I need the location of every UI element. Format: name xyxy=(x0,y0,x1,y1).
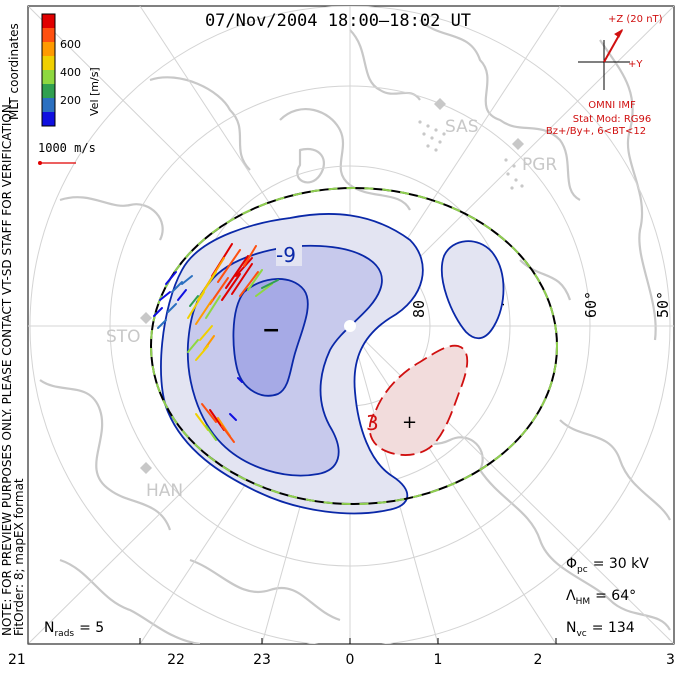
colorbar-swatch xyxy=(42,84,55,98)
coordinate-system-label: MLT coordinates xyxy=(7,23,21,120)
coastlines xyxy=(39,19,671,644)
colorbar-tick-200: 200 xyxy=(60,94,81,107)
positive-potential-cell: 3 + xyxy=(366,344,469,456)
stat-phi-pc: Φpc = 30 kV xyxy=(566,556,649,575)
mlt-tick-23: 23 xyxy=(253,652,271,668)
colorbar-swatch xyxy=(42,70,55,84)
stat-lambda-hm: ΛHM = 64° xyxy=(566,588,636,607)
colorbar-swatch xyxy=(42,98,55,112)
station-label-sto: STO xyxy=(106,327,141,347)
mlt-tick-21: 21 xyxy=(8,652,26,668)
imf-clock: +Z (20 nT) +Y OMNI IMF Stat Mod: RG96 Bz… xyxy=(546,14,663,137)
pos-contour xyxy=(368,344,469,456)
vector-scale-label: 1000 m/s xyxy=(38,141,96,155)
contour-label-negative: -9 xyxy=(276,243,296,267)
colorbar-swatch xyxy=(42,112,55,126)
velocity-colorbar: 600 400 200 Vel [m/s] xyxy=(41,13,101,127)
preview-warning: NOTE: FOR PREVIEW PURPOSES ONLY. PLEASE … xyxy=(0,100,14,636)
stat-n-vc: Nvc = 134 xyxy=(566,620,635,639)
mlt-tick-1: 1 xyxy=(434,652,443,668)
colorbar-swatch xyxy=(42,14,55,28)
colorbar-tick-600: 600 xyxy=(60,38,81,51)
station-label-han: HAN xyxy=(146,481,183,501)
heppner-maynard-boundary xyxy=(150,187,558,505)
imf-z-label: +Z (20 nT) xyxy=(608,14,663,25)
vector-scale: 1000 m/s xyxy=(38,141,96,165)
colorbar-swatch xyxy=(42,56,55,70)
station-label-pgr: PGR xyxy=(522,155,557,175)
colorbar-swatch xyxy=(42,28,55,42)
lat-label-50: 50° xyxy=(654,291,672,318)
imf-y-label: +Y xyxy=(628,59,643,70)
neg-contour-dawn-blob xyxy=(440,240,505,340)
magnetic-pole-marker xyxy=(344,320,356,332)
station-han: HAN xyxy=(140,462,183,501)
stat-n-rads: Nrads = 5 xyxy=(44,620,104,639)
lat-label-60: 60° xyxy=(582,291,600,318)
station-sto: STO xyxy=(106,312,152,347)
potential-maximum-marker: + xyxy=(402,412,417,433)
colorbar-label: Vel [m/s] xyxy=(88,67,101,116)
mlt-axis: 21 22 23 0 1 2 3 xyxy=(8,638,675,668)
fit-statistics: Φpc = 30 kV ΛHM = 64° Nvc = 134 Nrads = 5 xyxy=(44,556,649,639)
colorbar-tick-400: 400 xyxy=(60,66,81,79)
station-label-sas: SAS xyxy=(445,117,479,137)
velocity-vectors xyxy=(153,243,279,443)
imf-model: Stat Mod: RG96 xyxy=(573,114,652,125)
potential-minimum-marker: − xyxy=(262,318,280,343)
fit-order-note: FitOrder: 8; mapEX format xyxy=(12,478,26,636)
neg-contour-inner xyxy=(232,278,309,397)
imf-condition: Bz+/By+, 6<BT<12 xyxy=(546,126,646,137)
radar-stations: SAS PGR STO HAN xyxy=(106,98,557,501)
station-sas: SAS xyxy=(418,98,479,152)
lat-label-80: 80 xyxy=(410,300,428,318)
mlt-tick-22: 22 xyxy=(167,652,185,668)
map-title: 07/Nov/2004 18:00–18:02 UT xyxy=(205,11,471,31)
mlt-tick-2: 2 xyxy=(534,652,543,668)
mlt-tick-0: 0 xyxy=(346,652,355,668)
mlt-tick-3: 3 xyxy=(666,652,675,668)
imf-title: OMNI IMF xyxy=(588,100,636,111)
contour-label-positive: 3 xyxy=(366,411,379,435)
colorbar-swatch xyxy=(42,42,55,56)
station-pgr: PGR xyxy=(504,138,557,190)
